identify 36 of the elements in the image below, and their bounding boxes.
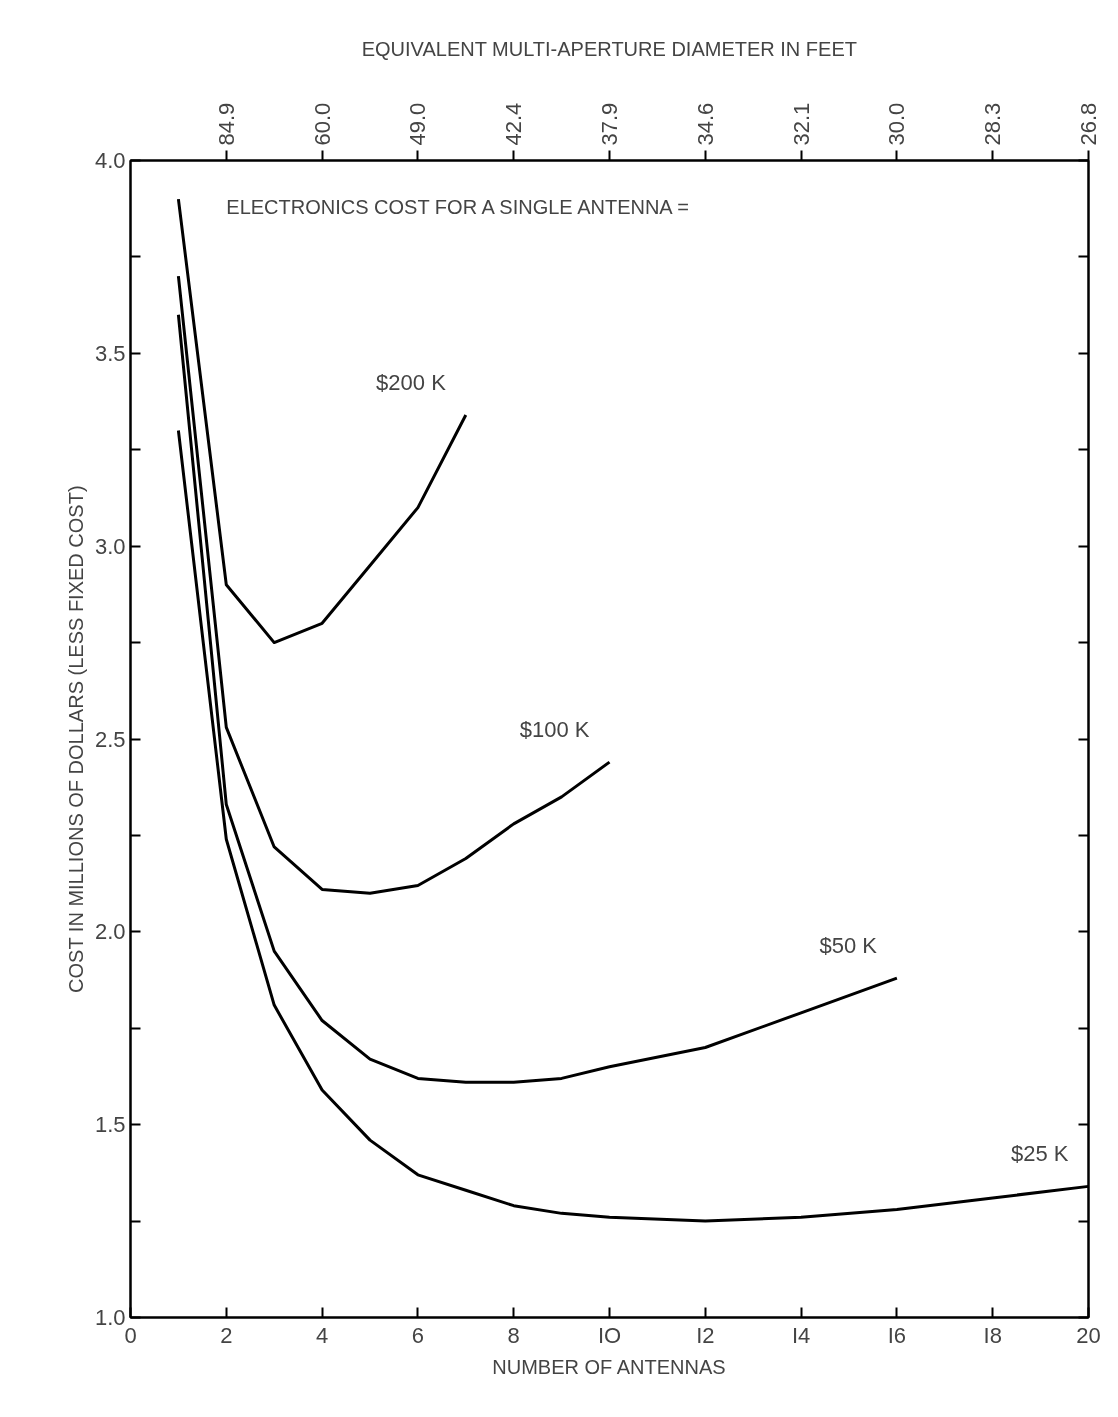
x-tick-label: I2 — [696, 1322, 715, 1348]
x-tick-label: 20 — [1076, 1322, 1101, 1348]
x-tick-label: 2 — [220, 1322, 233, 1348]
text: 30.0 — [884, 102, 910, 146]
text: 84.9 — [213, 102, 239, 146]
x-tick-label: 4 — [315, 1322, 329, 1348]
series-label: $50 K — [819, 933, 878, 959]
annotation: ELECTRONICS COST FOR A SINGLE ANTENNA = — [226, 195, 689, 218]
text: 34.6 — [692, 102, 718, 146]
x2-axis-title: EQUIVALENT MULTI-APERTURE DIAMETER IN FEET — [361, 37, 857, 60]
text: 42.4 — [501, 102, 527, 146]
x-tick-label: 0 — [124, 1322, 137, 1348]
series-label: $200 K — [376, 370, 447, 396]
y-tick-label: 2.0 — [94, 919, 126, 945]
y-tick-label: 2.5 — [94, 726, 126, 752]
x-axis-title: NUMBER OF ANTENNAS — [492, 1355, 726, 1378]
text: 26.8 — [1076, 102, 1101, 146]
text: 49.0 — [405, 102, 431, 146]
y-axis-title: COST IN MILLIONS OF DOLLARS (LESS FIXED COST) — [64, 485, 87, 993]
y-tick-label: 1.5 — [94, 1112, 126, 1138]
y-tick-label: 3.0 — [94, 533, 126, 559]
x-tick-label: I4 — [791, 1322, 811, 1348]
text: 28.3 — [980, 102, 1006, 146]
text: 37.9 — [597, 102, 622, 146]
y-tick-label: 4.0 — [94, 148, 126, 173]
text: 60.0 — [309, 102, 335, 146]
y-tick-label: 1.0 — [94, 1305, 126, 1330]
x-tick-label: I6 — [887, 1322, 907, 1348]
text: 32.1 — [788, 102, 814, 146]
x-tick-label: IO — [597, 1322, 622, 1348]
y-tick-label: 3.5 — [94, 340, 126, 366]
legend-label: $25 K — [1011, 1141, 1069, 1167]
x-tick-label: 6 — [411, 1322, 425, 1348]
x-tick-label: 8 — [507, 1322, 520, 1348]
series-label: $100 K — [519, 717, 590, 743]
x-tick-label: I8 — [983, 1322, 1002, 1348]
